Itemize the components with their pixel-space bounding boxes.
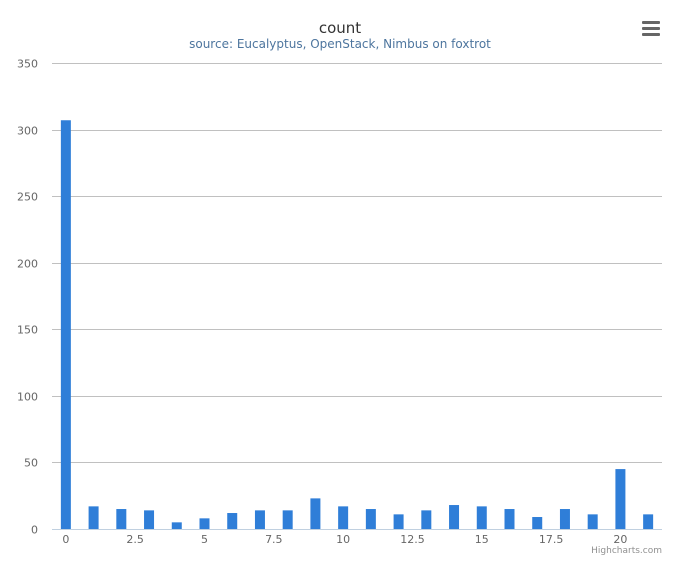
bar[interactable] <box>282 510 293 529</box>
bar[interactable] <box>365 509 376 529</box>
bar[interactable] <box>449 505 460 529</box>
y-axis-ticks: 0 50 100 150 200 250 300 350 <box>17 58 38 537</box>
y-tick-label: 100 <box>17 391 38 404</box>
y-tick-label: 150 <box>17 324 38 337</box>
x-axis-ticks: 0 2.5 5 7.5 10 12.5 15 17.5 20 <box>62 533 627 546</box>
bar[interactable] <box>532 517 543 529</box>
x-tick-label: 10 <box>336 533 350 546</box>
bar[interactable] <box>421 510 432 529</box>
bar[interactable] <box>476 506 487 529</box>
x-tick-label: 0 <box>62 533 69 546</box>
chart-subtitle: source: Eucalyptus, OpenStack, Nimbus on… <box>189 37 491 51</box>
y-tick-label: 50 <box>24 457 38 470</box>
bar[interactable] <box>393 514 404 529</box>
bar[interactable] <box>227 513 238 529</box>
bar[interactable] <box>338 506 349 529</box>
y-tick-label: 0 <box>31 524 38 537</box>
bar[interactable] <box>615 469 626 529</box>
bar[interactable] <box>199 518 210 529</box>
x-tick-label: 20 <box>613 533 627 546</box>
y-tick-label: 200 <box>17 258 38 271</box>
bar[interactable] <box>60 120 71 529</box>
bar[interactable] <box>559 509 570 529</box>
gridlines <box>52 63 662 463</box>
x-tick-label: 5 <box>201 533 208 546</box>
bar[interactable] <box>171 522 182 529</box>
x-tick-label: 12.5 <box>400 533 425 546</box>
bars <box>60 120 654 529</box>
bar[interactable] <box>88 506 99 529</box>
y-tick-label: 250 <box>17 191 38 204</box>
bar[interactable] <box>144 510 155 529</box>
y-tick-label: 300 <box>17 125 38 138</box>
bar[interactable] <box>587 514 598 529</box>
hamburger-menu-icon[interactable] <box>638 18 664 40</box>
bar[interactable] <box>504 509 515 529</box>
menu-line <box>642 33 660 36</box>
bar[interactable] <box>254 510 265 529</box>
bar[interactable] <box>116 509 127 529</box>
x-tick-label: 2.5 <box>126 533 144 546</box>
bar[interactable] <box>643 514 654 529</box>
credits-link[interactable]: Highcharts.com <box>591 546 662 556</box>
menu-line <box>642 21 660 24</box>
x-tick-label: 17.5 <box>539 533 564 546</box>
chart-title: count <box>319 19 361 37</box>
y-tick-label: 350 <box>17 58 38 71</box>
x-tick-label: 15 <box>475 533 489 546</box>
bar[interactable] <box>310 498 321 529</box>
x-tick-label: 7.5 <box>265 533 283 546</box>
menu-line <box>642 27 660 30</box>
